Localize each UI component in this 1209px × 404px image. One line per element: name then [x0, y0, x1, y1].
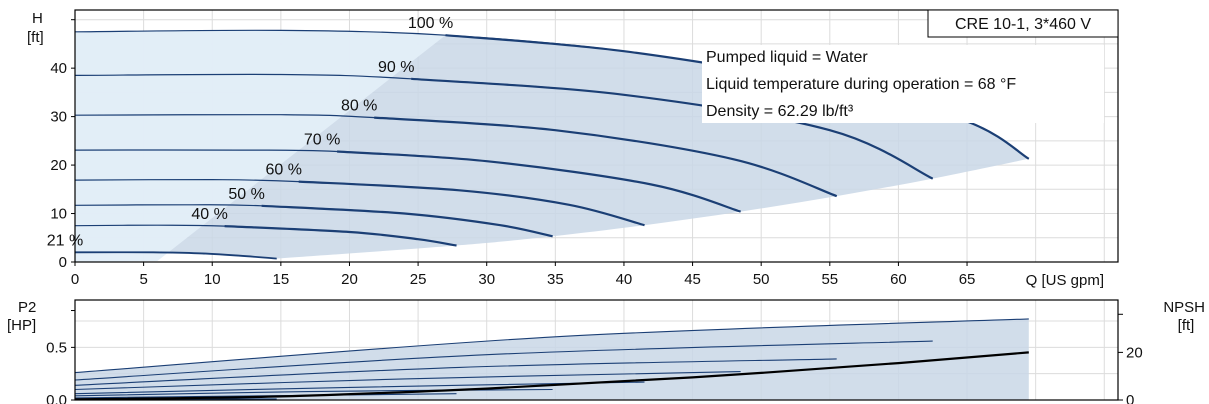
liquid-info-line-2: Liquid temperature during operation = 68…: [706, 76, 1016, 93]
flow-tick-label: 30: [478, 271, 495, 288]
head-tick-label: 20: [50, 157, 67, 174]
power-curve-80pct: [74, 358, 837, 386]
head-low-flow-region: [75, 30, 446, 262]
head-x-tick-labels: 0 5 10 15 20 25 30 35 40 45 50 55 60 65: [71, 262, 976, 288]
flow-tick-label: 50: [753, 271, 770, 288]
head-tick-label: 0: [59, 254, 67, 271]
head-curve-label: 80 %: [341, 98, 377, 115]
flow-tick-label: 35: [547, 271, 564, 288]
flow-tick-label: 65: [959, 271, 976, 288]
power-axis-label-unit: [HP]: [7, 317, 36, 334]
head-tick-label: 40: [50, 60, 67, 77]
head-curve-21pct: [74, 251, 277, 260]
power-curve-50pct: [74, 388, 553, 397]
liquid-info-line-3: Density = 62.29 lb/ft³: [706, 103, 854, 120]
flow-tick-label: 10: [204, 271, 221, 288]
head-curve-operating-60pct: [298, 180, 645, 227]
head-curve-label: 70 %: [304, 132, 340, 149]
power-y-tick-labels: 0.0 0.5: [46, 310, 75, 404]
liquid-info-line-1: Pumped liquid = Water: [706, 49, 868, 66]
head-curve-label: 40 %: [191, 206, 227, 223]
head-chart: 100 % 90 % 80 %70 %60 %50 %40 % 21 % 0 5 10 15…: [27, 9, 1119, 289]
head-curve-operating-40pct: [224, 225, 457, 247]
head-curve-label: 90 %: [378, 59, 414, 76]
flow-tick-label: 15: [273, 271, 290, 288]
head-y-tick-labels: 0 10 20 30 40: [50, 19, 75, 271]
head-curve-label: 60 %: [265, 162, 301, 179]
model-title-box: [927, 9, 1119, 38]
power-curve-70pct: [74, 371, 741, 391]
head-curve-label: 50 %: [228, 186, 264, 203]
head-curve-label: 21 %: [47, 232, 83, 249]
head-axis-label-unit: [ft]: [27, 29, 44, 46]
flow-tick-label: 5: [139, 271, 147, 288]
head-curve-labels: 100 % 90 % 80 %70 %60 %50 %40 % 21 %: [47, 15, 453, 249]
model-title: CRE 10-1, 3*460 V: [955, 16, 1091, 33]
power-axis-label-symbol: P2: [18, 299, 36, 316]
head-curve-operating-70pct: [337, 150, 741, 213]
head-curve-label: 100 %: [408, 15, 453, 32]
flow-tick-label: 25: [410, 271, 427, 288]
flow-tick-label: 45: [684, 271, 701, 288]
power-curve-90pct: [74, 340, 933, 381]
flow-axis-label: Q [US gpm]: [1026, 272, 1104, 289]
npsh-tick-label: 20: [1126, 344, 1143, 361]
liquid-info-box: [702, 45, 1104, 123]
npsh-curve: [74, 351, 1029, 401]
power-plot-frame: [74, 299, 1119, 401]
npsh-tick-label: 0: [1126, 392, 1134, 404]
power-curve-100pct: [74, 318, 1029, 374]
flow-tick-label: 20: [341, 271, 358, 288]
head-tick-label: 30: [50, 109, 67, 126]
npsh-axis-label-unit: [ft]: [1178, 317, 1195, 334]
head-curve-operating-50pct: [261, 204, 553, 238]
head-axis-label-symbol: H: [32, 10, 43, 27]
head-plot-frame: [74, 9, 1119, 263]
head-curve-operating-80pct: [374, 116, 838, 198]
flow-tick-label: 40: [616, 271, 633, 288]
npsh-y-tick-labels: 0 20: [1118, 313, 1143, 404]
power-tick-label: 0.5: [46, 339, 67, 356]
power-npsh-chart: 0.0 0.5 0 20 P2 [HP] NPSH [ft]: [7, 299, 1205, 404]
power-tick-label: 0.0: [46, 392, 67, 404]
power-operating-envelope: [75, 318, 1029, 400]
flow-tick-label: 55: [821, 271, 838, 288]
flow-tick-label: 60: [890, 271, 907, 288]
npsh-axis-label-symbol: NPSH: [1163, 299, 1205, 316]
flow-tick-label: 0: [71, 271, 79, 288]
head-tick-label: 10: [50, 206, 67, 223]
